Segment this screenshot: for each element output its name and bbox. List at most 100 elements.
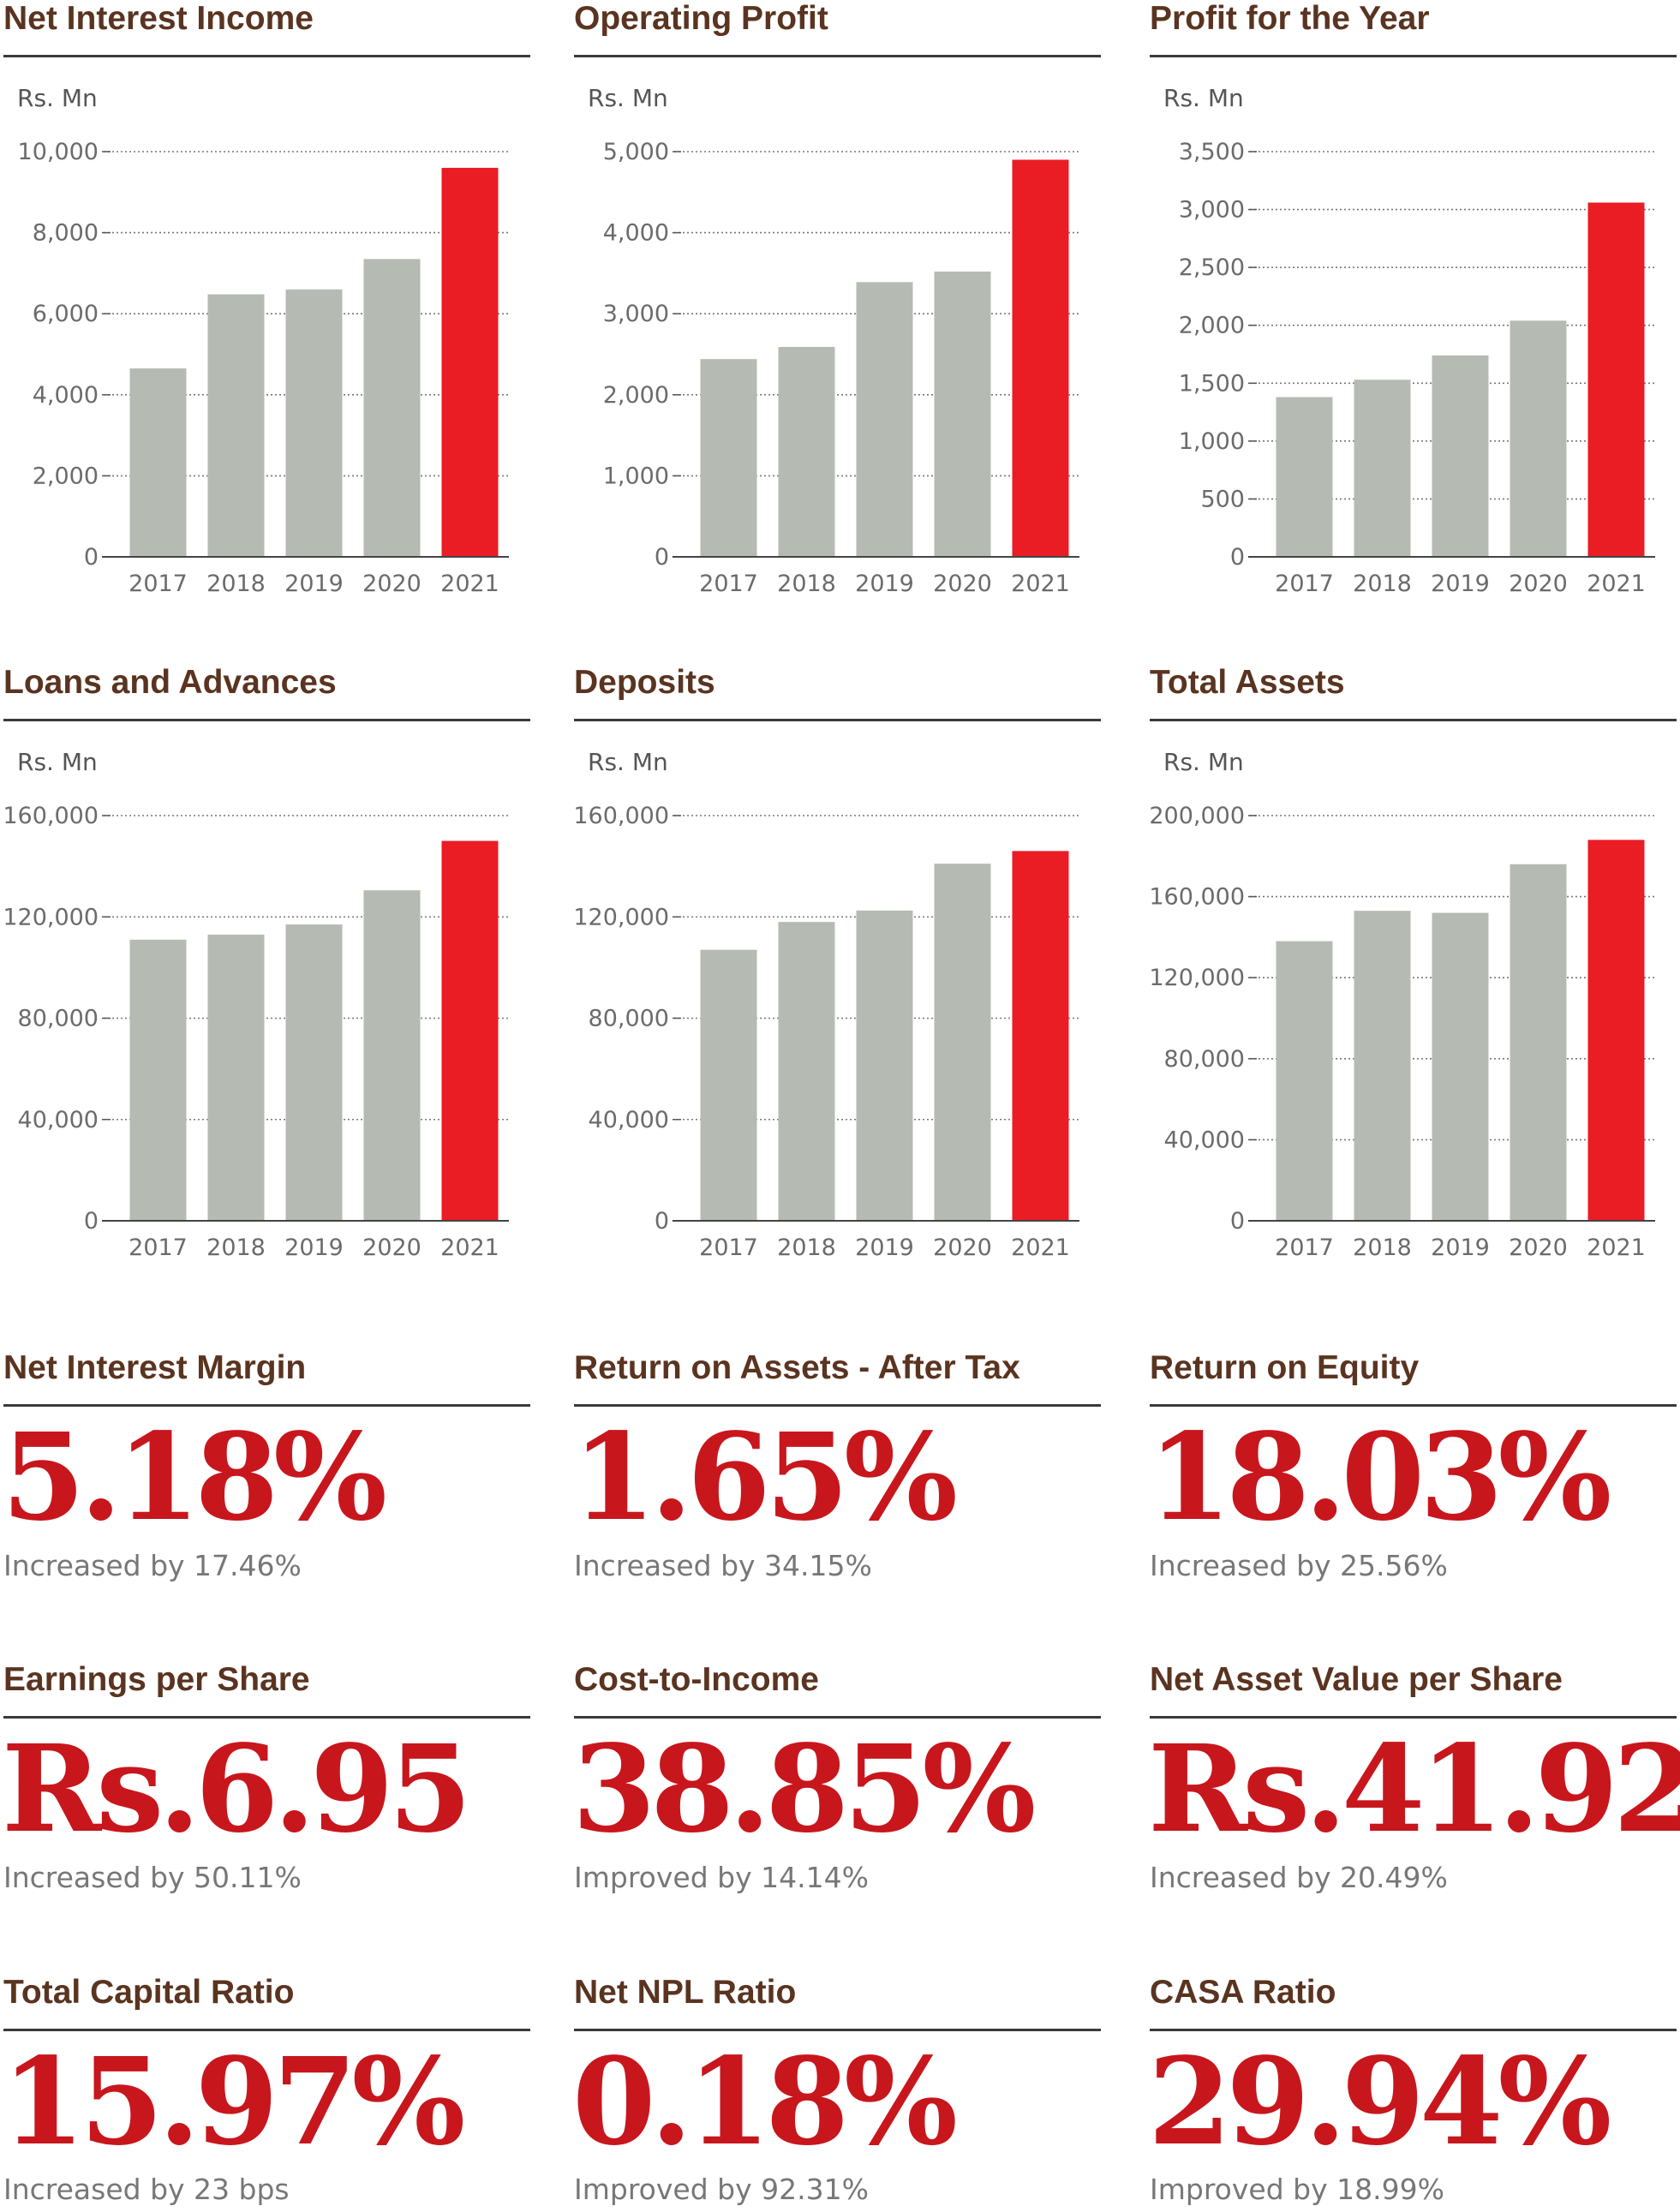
bar-2018 bbox=[207, 934, 265, 1221]
x-tick-label: 2017 bbox=[129, 571, 188, 597]
x-tick-label: 2021 bbox=[1011, 571, 1070, 597]
kpi-return-on-assets: Return on Assets - After Tax 1.65% Incre… bbox=[572, 1349, 1101, 1606]
title-rule bbox=[574, 719, 1101, 721]
chart-title: Deposits bbox=[574, 664, 715, 701]
y-tick-label: 4,000 bbox=[33, 382, 99, 409]
x-tick-label: 2020 bbox=[362, 1235, 421, 1261]
y-tick-label: 10,000 bbox=[18, 139, 99, 165]
kpi-earnings-per-share: Earnings per Share Rs.6.95 Increased by … bbox=[2, 1661, 530, 1918]
kpi-net-npl-ratio: Net NPL Ratio 0.18% Improved by 92.31% bbox=[572, 1974, 1101, 2212]
y-tick-label: 2,000 bbox=[603, 382, 669, 409]
chart-panel-profit-for-the-year: Profit for the Year Rs. Mn 0 500 1,000 1,500… bbox=[1150, 0, 1677, 617]
kpi-change-text: Improved by 14.14% bbox=[574, 1861, 869, 1894]
kpi-title: Net NPL Ratio bbox=[574, 1974, 797, 2011]
y-axis-unit-label: Rs. Mn bbox=[17, 84, 98, 112]
y-tick-label: 160,000 bbox=[1150, 884, 1245, 911]
bar-2017 bbox=[129, 368, 187, 557]
x-tick-label: 2021 bbox=[440, 571, 499, 597]
x-tick-label: 2020 bbox=[362, 571, 421, 597]
title-rule bbox=[574, 2029, 1101, 2031]
kpi-title: CASA Ratio bbox=[1150, 1974, 1336, 2011]
y-tick-label: 80,000 bbox=[18, 1006, 99, 1032]
chart-title: Total Assets bbox=[1150, 664, 1345, 701]
bar-2020 bbox=[1510, 320, 1567, 557]
bar-2017 bbox=[700, 949, 757, 1221]
y-tick-label: 5,000 bbox=[603, 139, 669, 165]
x-tick-label: 2019 bbox=[284, 1235, 344, 1261]
bar-2021 bbox=[1012, 851, 1069, 1221]
y-axis-unit-label: Rs. Mn bbox=[17, 748, 98, 776]
y-tick-label: 80,000 bbox=[1164, 1046, 1245, 1073]
bar-2018 bbox=[1354, 911, 1411, 1221]
y-tick-label: 1,000 bbox=[603, 463, 669, 489]
bar-2018 bbox=[778, 922, 835, 1221]
bar-chart: Rs. Mn 0 40,000 80,000 120,000 160,000 2017 201… bbox=[3, 748, 509, 1261]
bar-2019 bbox=[856, 282, 913, 557]
y-tick-label: 2,000 bbox=[33, 463, 99, 489]
bar-2020 bbox=[363, 259, 421, 557]
y-tick-label: 120,000 bbox=[574, 904, 669, 930]
bar-2021 bbox=[1012, 159, 1069, 557]
kpi-value: 5.18% bbox=[2, 1408, 387, 1548]
title-rule bbox=[574, 1404, 1101, 1407]
kpi-change-text: Increased by 50.11% bbox=[3, 1861, 302, 1894]
y-tick-label: 3,500 bbox=[1179, 139, 1245, 165]
kpi-title: Earnings per Share bbox=[3, 1661, 310, 1698]
title-rule bbox=[3, 1716, 530, 1719]
bar-chart: Rs. Mn 0 2,000 4,000 6,000 8,000 10,000 2017 201… bbox=[17, 84, 509, 597]
title-rule bbox=[574, 1716, 1101, 1719]
kpi-value: 15.97% bbox=[2, 2032, 465, 2173]
title-rule bbox=[3, 1404, 530, 1407]
kpi-return-on-equity: Return on Equity 18.03% Increased by 25.… bbox=[1148, 1349, 1677, 1606]
bar-2020 bbox=[934, 864, 991, 1221]
kpi-cost-to-income: Cost-to-Income 38.85% Improved by 14.14% bbox=[572, 1661, 1101, 1918]
y-tick-label: 120,000 bbox=[3, 904, 99, 930]
bar-2017 bbox=[129, 939, 187, 1221]
bar-2021 bbox=[1587, 840, 1645, 1221]
bar-2017 bbox=[1276, 397, 1333, 557]
x-tick-label: 2018 bbox=[1353, 1235, 1412, 1261]
x-tick-label: 2018 bbox=[777, 571, 836, 597]
x-tick-label: 2018 bbox=[206, 1235, 266, 1261]
kpi-casa-ratio: CASA Ratio 29.94% Improved by 18.99% bbox=[1148, 1974, 1677, 2212]
chart-panel-operating-profit: Operating Profit Rs. Mn 0 1,000 2,000 3,000 4… bbox=[574, 0, 1101, 617]
kpi-value: Rs.6.95 bbox=[2, 1719, 472, 1860]
chart-title: Loans and Advances bbox=[3, 664, 337, 701]
y-tick-label: 3,000 bbox=[603, 301, 669, 327]
x-tick-label: 2021 bbox=[1011, 1235, 1070, 1261]
kpi-title: Cost-to-Income bbox=[574, 1661, 819, 1698]
kpi-change-text: Improved by 18.99% bbox=[1150, 2173, 1444, 2206]
kpi-value: 0.18% bbox=[572, 2032, 958, 2173]
y-tick-label: 40,000 bbox=[1164, 1127, 1245, 1153]
x-tick-label: 2021 bbox=[1587, 1235, 1646, 1261]
bar-2019 bbox=[1432, 912, 1489, 1221]
x-tick-label: 2018 bbox=[206, 571, 266, 597]
bar-2017 bbox=[1276, 941, 1333, 1221]
title-rule bbox=[3, 2029, 530, 2031]
x-tick-label: 2019 bbox=[855, 1235, 914, 1261]
chart-panel-total-assets: Total Assets Rs. Mn 0 40,000 80,000 120,000 1… bbox=[1150, 664, 1677, 1281]
y-tick-label: 1,000 bbox=[1179, 428, 1245, 455]
bar-2021 bbox=[441, 840, 499, 1221]
x-tick-label: 2021 bbox=[440, 1235, 499, 1261]
y-tick-label: 0 bbox=[1230, 544, 1245, 571]
kpi-title: Total Capital Ratio bbox=[3, 1974, 295, 2011]
bar-2018 bbox=[778, 346, 835, 557]
x-tick-label: 2017 bbox=[129, 1235, 188, 1261]
bar-2020 bbox=[363, 890, 421, 1221]
chart-panel-loans-and-advances: Loans and Advances Rs. Mn 0 40,000 80,000 12… bbox=[3, 664, 530, 1281]
title-rule bbox=[3, 719, 530, 721]
bar-2017 bbox=[700, 359, 757, 557]
y-tick-label: 2,000 bbox=[1179, 313, 1245, 339]
bar-chart: Rs. Mn 0 40,000 80,000 120,000 160,000 2017 201… bbox=[574, 748, 1079, 1261]
bar-chart: Rs. Mn 0 500 1,000 1,500 2,000 2,500 3,000 3,500… bbox=[1163, 84, 1655, 597]
x-tick-label: 2019 bbox=[284, 571, 344, 597]
kpi-change-text: Increased by 23 bps bbox=[3, 2173, 290, 2206]
y-axis-unit-label: Rs. Mn bbox=[588, 84, 668, 112]
y-tick-label: 0 bbox=[655, 1208, 669, 1235]
kpi-total-capital-ratio: Total Capital Ratio 15.97% Increased by … bbox=[2, 1974, 530, 2212]
kpi-value: 38.85% bbox=[572, 1719, 1036, 1860]
y-tick-label: 4,000 bbox=[603, 220, 669, 247]
x-tick-label: 2017 bbox=[1275, 571, 1334, 597]
y-axis-unit-label: Rs. Mn bbox=[588, 748, 668, 776]
